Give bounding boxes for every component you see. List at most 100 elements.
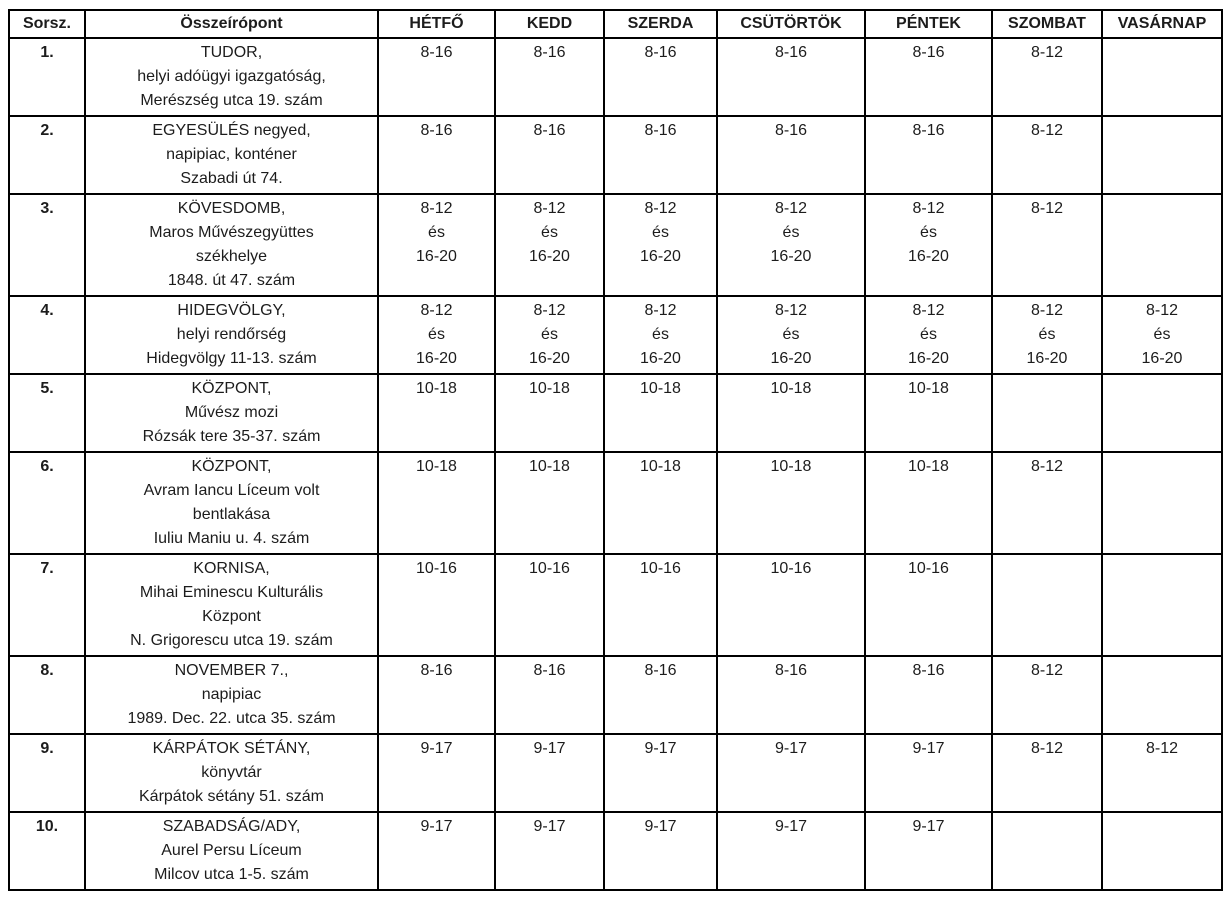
day-cell-vasarnap: [1101, 193, 1223, 297]
day-cell-szerda: 10-18: [603, 451, 718, 555]
col-header-szerda: SZERDA: [603, 9, 718, 39]
row-number-cell: 8.: [8, 655, 86, 735]
day-cell-csutortok: 8-16: [716, 115, 866, 195]
day-cell-szombat: 8-12: [991, 655, 1103, 735]
day-cell-szombat: [991, 553, 1103, 657]
day-cell-pentek: 8-16: [864, 655, 993, 735]
day-cell-hetfo: 8-16: [377, 115, 496, 195]
row-number-cell: 5.: [8, 373, 86, 453]
day-cell-szerda: 10-18: [603, 373, 718, 453]
day-cell-kedd: 9-17: [494, 811, 605, 891]
census-point-cell: KORNISA, Mihai Eminescu Kulturális Közpo…: [84, 553, 379, 657]
day-cell-hetfo: 8-16: [377, 37, 496, 117]
header-row: Sorsz. Összeírópont HÉTFŐ KEDD SZERDA CS…: [8, 9, 1223, 39]
table-row: 2. EGYESÜLÉS negyed, napipiac, konténer S…: [8, 115, 1223, 195]
row-number-cell: 10.: [8, 811, 86, 891]
col-header-csutortok: CSÜTÖRTÖK: [716, 9, 866, 39]
day-cell-kedd: 8-16: [494, 115, 605, 195]
table-row: 5. KÖZPONT, Művész mozi Rózsák tere 35-37…: [8, 373, 1223, 453]
table-row: 7. KORNISA, Mihai Eminescu Kulturális Köz…: [8, 553, 1223, 657]
day-cell-kedd: 8-12 és 16-20: [494, 295, 605, 375]
day-cell-pentek: 9-17: [864, 811, 993, 891]
day-cell-vasarnap: [1101, 37, 1223, 117]
row-number-cell: 9.: [8, 733, 86, 813]
census-point-cell: SZABADSÁG/ADY, Aurel Persu Líceum Milcov…: [84, 811, 379, 891]
day-cell-pentek: 8-12 és 16-20: [864, 295, 993, 375]
day-cell-pentek: 8-16: [864, 37, 993, 117]
census-point-cell: EGYESÜLÉS negyed, napipiac, konténer Sza…: [84, 115, 379, 195]
day-cell-szombat: [991, 811, 1103, 891]
table-row: 8. NOVEMBER 7., napipiac 1989. Dec. 22. u…: [8, 655, 1223, 735]
col-header-sorsz: Sorsz.: [8, 9, 86, 39]
census-point-cell: KÖZPONT, Művész mozi Rózsák tere 35-37. …: [84, 373, 379, 453]
day-cell-csutortok: 9-17: [716, 811, 866, 891]
day-cell-kedd: 8-16: [494, 37, 605, 117]
schedule-body: 1. TUDOR, helyi adóügyi igazgatóság, Meré…: [8, 37, 1223, 891]
day-cell-pentek: 10-18: [864, 451, 993, 555]
day-cell-pentek: 8-12 és 16-20: [864, 193, 993, 297]
day-cell-hetfo: 8-12 és 16-20: [377, 295, 496, 375]
day-cell-szerda: 8-16: [603, 655, 718, 735]
row-number-cell: 1.: [8, 37, 86, 117]
day-cell-hetfo: 8-12 és 16-20: [377, 193, 496, 297]
table-row: 4. HIDEGVÖLGY, helyi rendőrség Hidegvölgy…: [8, 295, 1223, 375]
table-row: 1. TUDOR, helyi adóügyi igazgatóság, Meré…: [8, 37, 1223, 117]
col-header-vasarnap: VASÁRNAP: [1101, 9, 1223, 39]
schedule-table: Sorsz. Összeírópont HÉTFŐ KEDD SZERDA CS…: [8, 9, 1223, 891]
day-cell-pentek: 10-16: [864, 553, 993, 657]
day-cell-csutortok: 8-12 és 16-20: [716, 193, 866, 297]
day-cell-csutortok: 10-18: [716, 451, 866, 555]
census-point-cell: NOVEMBER 7., napipiac 1989. Dec. 22. utc…: [84, 655, 379, 735]
day-cell-szerda: 8-16: [603, 37, 718, 117]
day-cell-szerda: 8-12 és 16-20: [603, 295, 718, 375]
day-cell-szerda: 8-12 és 16-20: [603, 193, 718, 297]
census-point-cell: KÖZPONT, Avram Iancu Líceum volt bentlak…: [84, 451, 379, 555]
day-cell-hetfo: 10-18: [377, 451, 496, 555]
day-cell-vasarnap: [1101, 373, 1223, 453]
day-cell-kedd: 8-12 és 16-20: [494, 193, 605, 297]
day-cell-vasarnap: [1101, 553, 1223, 657]
day-cell-csutortok: 8-16: [716, 37, 866, 117]
day-cell-szombat: 8-12: [991, 451, 1103, 555]
day-cell-vasarnap: [1101, 811, 1223, 891]
day-cell-szombat: 8-12: [991, 115, 1103, 195]
day-cell-hetfo: 8-16: [377, 655, 496, 735]
day-cell-vasarnap: [1101, 655, 1223, 735]
day-cell-szerda: 10-16: [603, 553, 718, 657]
day-cell-szombat: 8-12 és 16-20: [991, 295, 1103, 375]
table-row: 3. KÖVESDOMB, Maros Művészegyüttes székhe…: [8, 193, 1223, 297]
day-cell-szerda: 8-16: [603, 115, 718, 195]
day-cell-kedd: 10-16: [494, 553, 605, 657]
day-cell-vasarnap: [1101, 451, 1223, 555]
row-number-cell: 2.: [8, 115, 86, 195]
day-cell-vasarnap: 8-12 és 16-20: [1101, 295, 1223, 375]
day-cell-pentek: 8-16: [864, 115, 993, 195]
day-cell-csutortok: 8-12 és 16-20: [716, 295, 866, 375]
day-cell-kedd: 9-17: [494, 733, 605, 813]
row-number-cell: 3.: [8, 193, 86, 297]
day-cell-csutortok: 8-16: [716, 655, 866, 735]
col-header-pentek: PÉNTEK: [864, 9, 993, 39]
day-cell-pentek: 9-17: [864, 733, 993, 813]
day-cell-szombat: [991, 373, 1103, 453]
day-cell-csutortok: 10-16: [716, 553, 866, 657]
day-cell-hetfo: 10-18: [377, 373, 496, 453]
row-number-cell: 4.: [8, 295, 86, 375]
day-cell-csutortok: 10-18: [716, 373, 866, 453]
day-cell-kedd: 8-16: [494, 655, 605, 735]
day-cell-hetfo: 9-17: [377, 811, 496, 891]
day-cell-kedd: 10-18: [494, 451, 605, 555]
day-cell-szombat: 8-12: [991, 733, 1103, 813]
day-cell-kedd: 10-18: [494, 373, 605, 453]
day-cell-hetfo: 10-16: [377, 553, 496, 657]
table-row: 10. SZABADSÁG/ADY, Aurel Persu Líceum Mil…: [8, 811, 1223, 891]
census-point-cell: KÁRPÁTOK SÉTÁNY, könyvtár Kárpátok sétán…: [84, 733, 379, 813]
day-cell-szerda: 9-17: [603, 811, 718, 891]
day-cell-vasarnap: 8-12: [1101, 733, 1223, 813]
col-header-osszeiropont: Összeírópont: [84, 9, 379, 39]
row-number-cell: 6.: [8, 451, 86, 555]
col-header-kedd: KEDD: [494, 9, 605, 39]
day-cell-csutortok: 9-17: [716, 733, 866, 813]
census-point-cell: TUDOR, helyi adóügyi igazgatóság, Merész…: [84, 37, 379, 117]
col-header-szombat: SZOMBAT: [991, 9, 1103, 39]
